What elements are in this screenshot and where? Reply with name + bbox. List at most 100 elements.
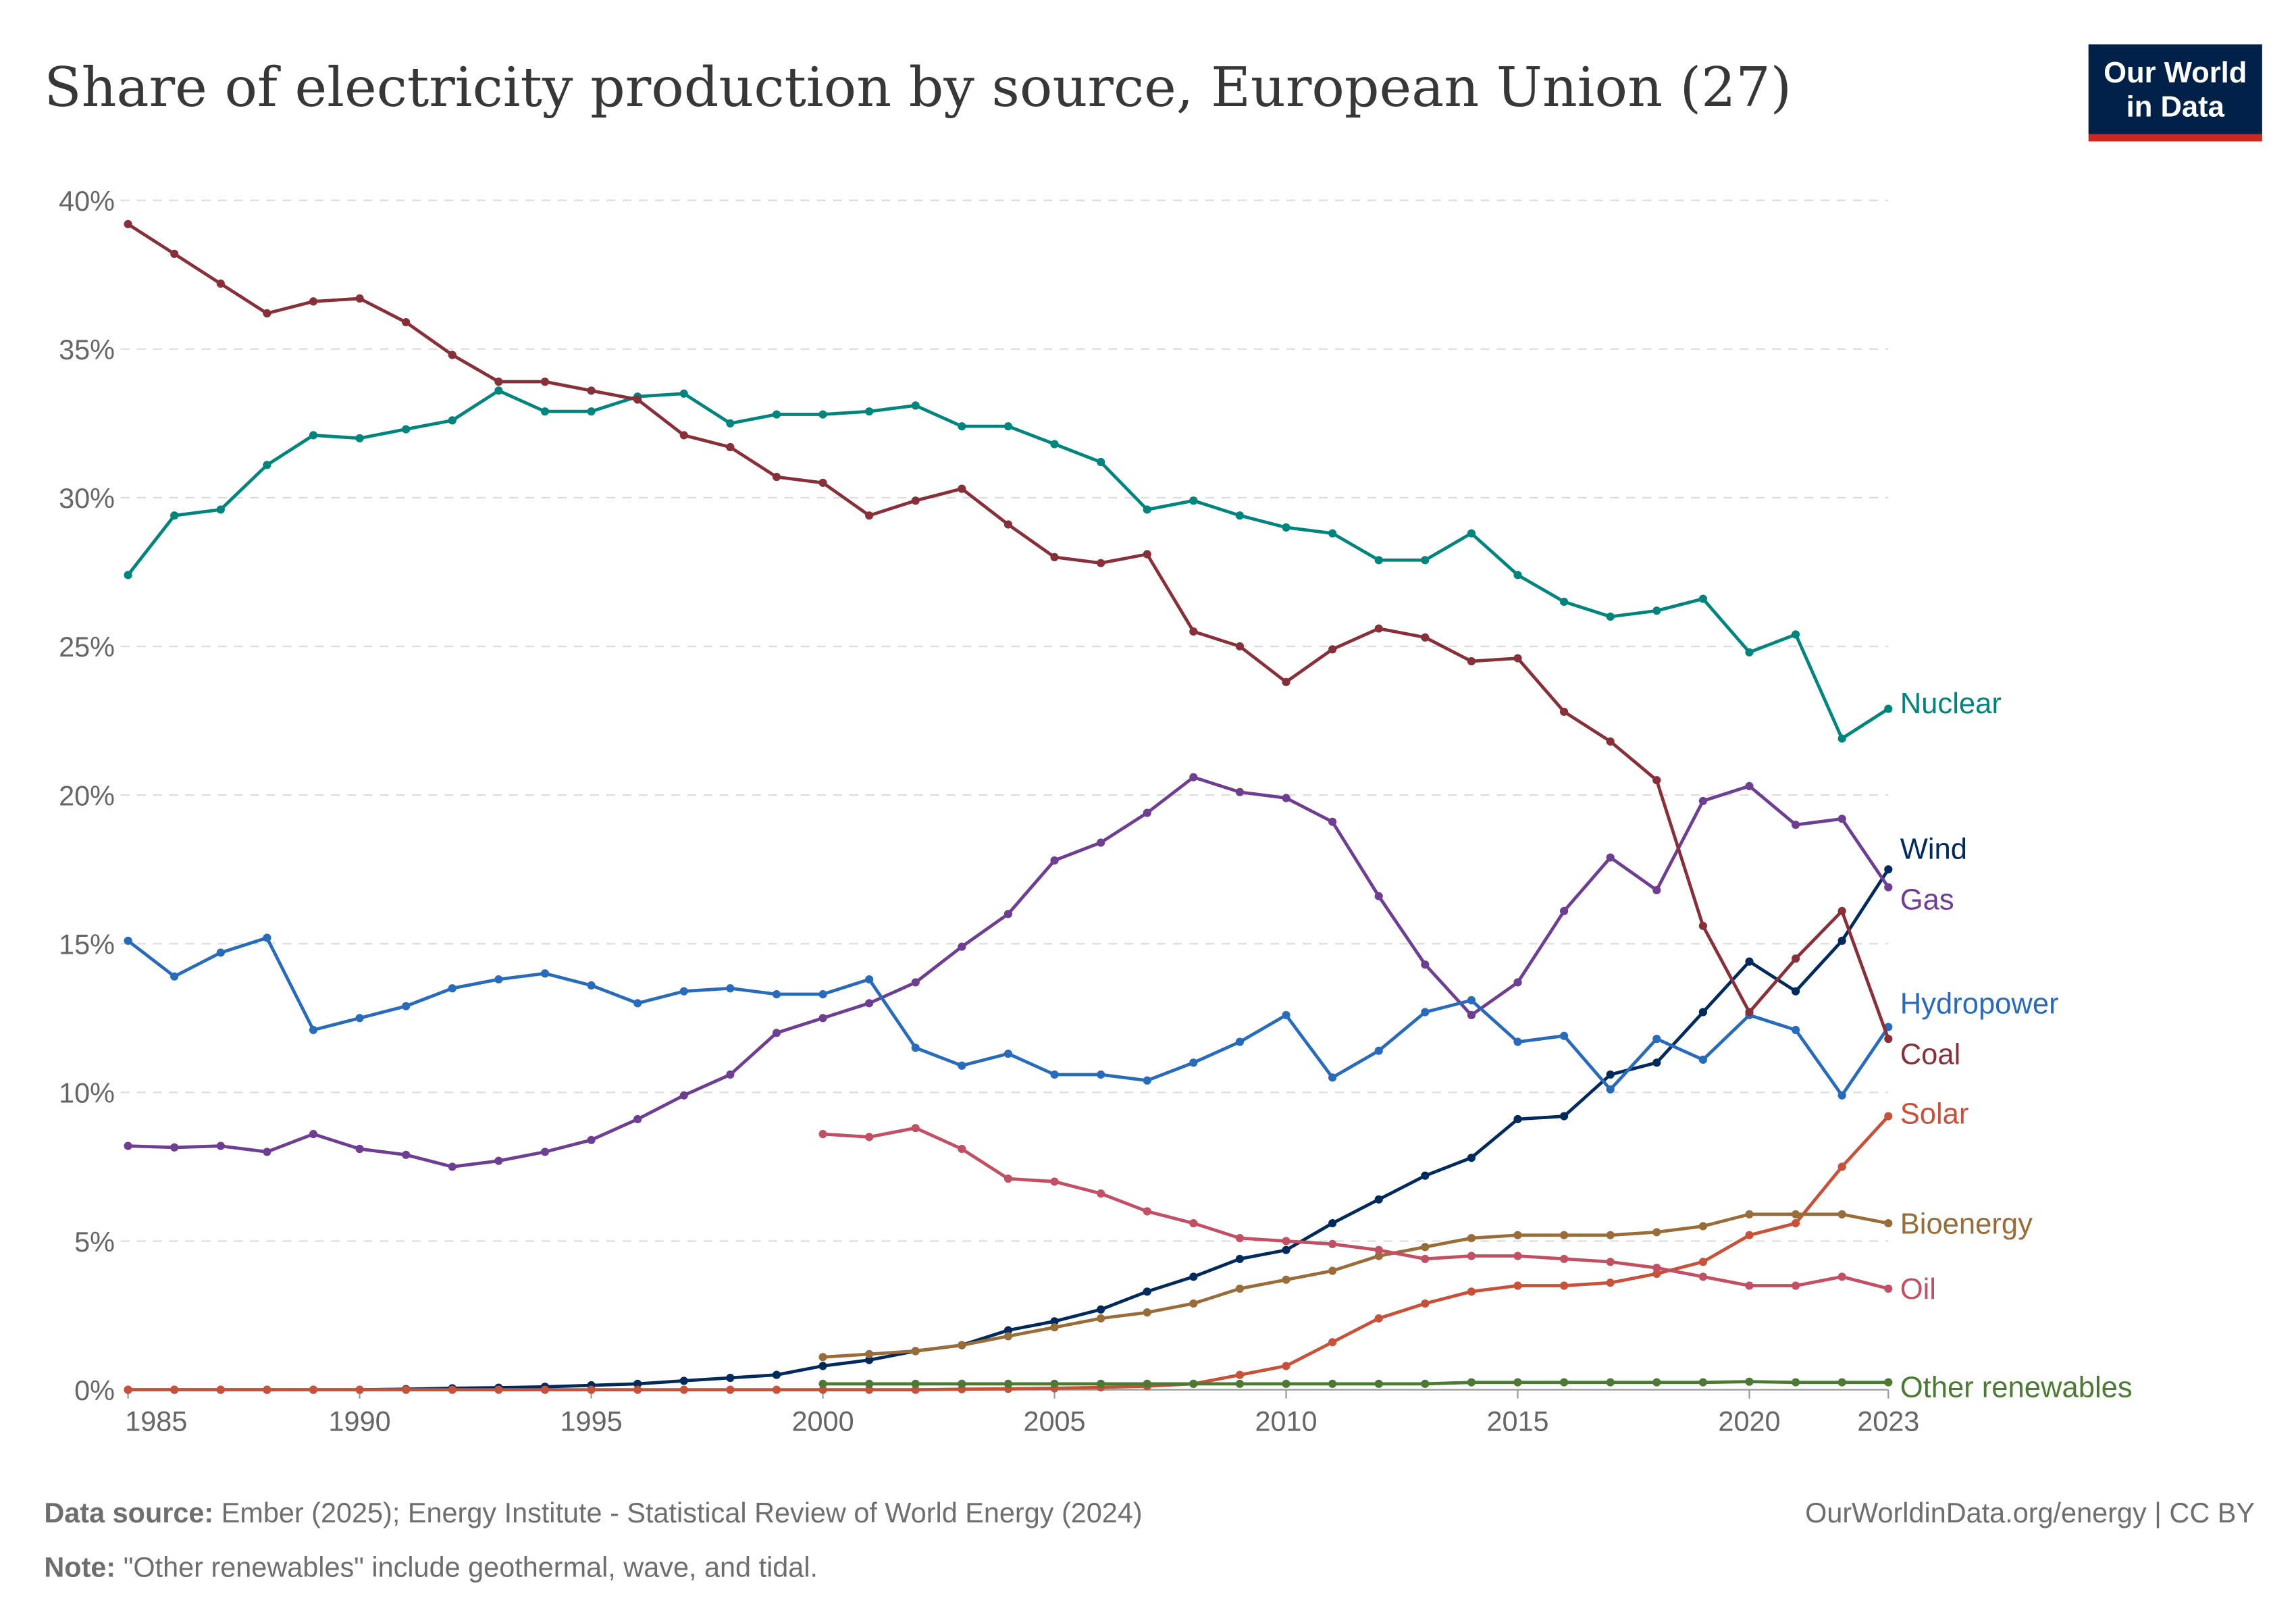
data-point[interactable] [1884,704,1893,713]
data-point[interactable] [1791,821,1800,829]
data-point[interactable] [911,496,920,505]
data-point[interactable] [402,1385,411,1394]
data-point[interactable] [1837,1210,1846,1218]
data-point[interactable] [1282,1275,1290,1284]
data-point[interactable] [124,1141,132,1150]
data-point[interactable] [679,1091,688,1100]
data-point[interactable] [124,571,132,580]
data-point[interactable] [1560,1112,1569,1121]
data-point[interactable] [309,431,318,440]
data-point[interactable] [1282,677,1290,686]
owid-logo[interactable]: Our World in Data [2088,44,2262,142]
data-point[interactable] [1421,1008,1430,1017]
data-point[interactable] [865,975,874,984]
data-point[interactable] [1884,865,1893,874]
series-other-renewables[interactable] [818,1377,1893,1388]
data-point[interactable] [170,972,179,981]
data-point[interactable] [1467,1378,1476,1387]
data-point[interactable] [1143,808,1151,817]
data-point[interactable] [818,478,827,487]
data-point[interactable] [726,984,735,993]
data-point[interactable] [402,1002,411,1010]
data-point[interactable] [772,1029,781,1037]
data-point[interactable] [216,948,225,957]
data-point[interactable] [1050,1317,1059,1326]
data-point[interactable] [216,1385,225,1394]
data-point[interactable] [772,1370,781,1379]
data-point[interactable] [818,1379,827,1388]
data-point[interactable] [1791,954,1800,963]
data-point[interactable] [216,1141,225,1150]
data-point[interactable] [1606,612,1615,621]
data-point[interactable] [772,472,781,482]
data-point[interactable] [1003,1379,1013,1388]
data-point[interactable] [309,1385,318,1394]
data-point[interactable] [958,484,966,493]
data-point[interactable] [865,1379,874,1388]
data-point[interactable] [1189,1299,1198,1308]
data-point[interactable] [1097,1305,1105,1314]
data-point[interactable] [1560,1254,1569,1264]
data-point[interactable] [1282,1362,1290,1370]
data-point[interactable] [818,1129,827,1139]
data-point[interactable] [1467,1287,1476,1296]
data-point[interactable] [1143,1379,1151,1388]
data-point[interactable] [1003,1326,1013,1335]
data-point[interactable] [1421,1379,1430,1388]
data-point[interactable] [772,989,781,999]
data-point[interactable] [309,1129,318,1139]
data-point[interactable] [1513,1252,1522,1260]
data-point[interactable] [726,419,735,428]
data-point[interactable] [263,1148,271,1156]
data-point[interactable] [355,294,364,303]
data-point[interactable] [1745,1281,1754,1290]
data-point[interactable] [1050,1379,1059,1388]
data-point[interactable] [1189,1379,1198,1388]
data-point[interactable] [1235,511,1245,520]
data-point[interactable] [1050,440,1059,448]
data-point[interactable] [494,1385,503,1394]
data-point[interactable] [633,1114,642,1124]
data-point[interactable] [1652,1058,1661,1067]
data-point[interactable] [1652,776,1661,785]
data-point[interactable] [263,309,271,318]
data-point[interactable] [1003,1332,1013,1341]
data-point[interactable] [726,1373,735,1383]
data-point[interactable] [1421,1254,1430,1264]
data-point[interactable] [355,434,364,442]
data-point[interactable] [679,389,688,398]
data-point[interactable] [1097,1070,1105,1079]
data-point[interactable] [309,1025,318,1035]
data-point[interactable] [1467,996,1476,1004]
series-line[interactable] [823,1212,1889,1359]
data-point[interactable] [1837,734,1846,743]
data-point[interactable] [1513,1114,1522,1124]
data-point[interactable] [1606,1378,1615,1387]
data-point[interactable] [402,425,411,434]
data-point[interactable] [1421,1171,1430,1180]
data-point[interactable] [865,407,874,416]
data-point[interactable] [1606,737,1615,746]
data-point[interactable] [1745,1210,1754,1218]
data-point[interactable] [865,1133,874,1141]
data-point[interactable] [1097,838,1105,847]
data-point[interactable] [1003,422,1013,431]
data-point[interactable] [1189,1272,1198,1281]
data-point[interactable] [1467,1252,1476,1260]
data-point[interactable] [448,1385,456,1394]
data-point[interactable] [448,984,456,993]
data-point[interactable] [633,395,642,404]
data-point[interactable] [911,1347,920,1356]
data-point[interactable] [1189,773,1198,781]
data-point[interactable] [1282,523,1290,532]
data-point[interactable] [494,975,503,984]
data-point[interactable] [1513,571,1522,580]
data-point[interactable] [633,1379,642,1388]
series-line[interactable] [823,1126,1889,1291]
data-point[interactable] [448,1162,456,1171]
data-point[interactable] [587,1385,596,1394]
data-point[interactable] [1837,1162,1846,1171]
data-point[interactable] [1467,657,1476,666]
data-point[interactable] [1050,552,1059,562]
data-point[interactable] [1837,815,1846,823]
